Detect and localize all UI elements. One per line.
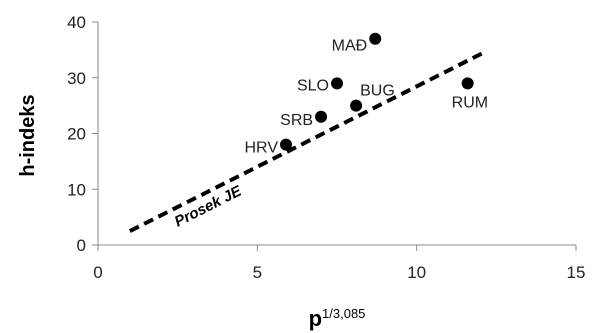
data-point-label: BUG <box>360 83 395 100</box>
y-ticks: 0 10 20 30 40 <box>67 13 98 255</box>
y-tick-label: 0 <box>77 236 86 255</box>
x-ticks: 0 5 10 15 <box>93 245 585 282</box>
data-point-label: SLO <box>297 77 329 94</box>
x-tick-label: 5 <box>253 263 262 282</box>
y-tick-label: 20 <box>67 125 86 144</box>
x-tick-label: 10 <box>407 263 426 282</box>
data-point <box>315 110 328 123</box>
data-point <box>350 99 363 112</box>
axes <box>97 22 576 246</box>
x-axis-title-superscript: 1/3,085 <box>322 306 365 321</box>
data-point <box>369 32 382 45</box>
y-tick-label: 40 <box>67 13 86 32</box>
x-axis-title: p1/3,085 <box>309 306 366 331</box>
y-tick-label: 30 <box>67 69 86 88</box>
y-axis-title: h-indeks <box>17 94 39 176</box>
data-point <box>280 138 293 151</box>
y-axis-title-text: h-indeks <box>17 94 39 176</box>
x-axis-title-base: p <box>309 306 322 331</box>
data-point-label: SRB <box>280 112 313 129</box>
data-point <box>461 77 474 90</box>
x-tick-label: 15 <box>567 263 586 282</box>
data-point-label: MAĐ <box>332 38 368 55</box>
trendline <box>128 50 485 233</box>
x-tick-label: 0 <box>93 263 102 282</box>
y-tick-label: 10 <box>67 180 86 199</box>
data-point-label: RUM <box>452 94 488 111</box>
data-point <box>331 77 343 90</box>
data-point-label: HRV <box>245 140 279 157</box>
